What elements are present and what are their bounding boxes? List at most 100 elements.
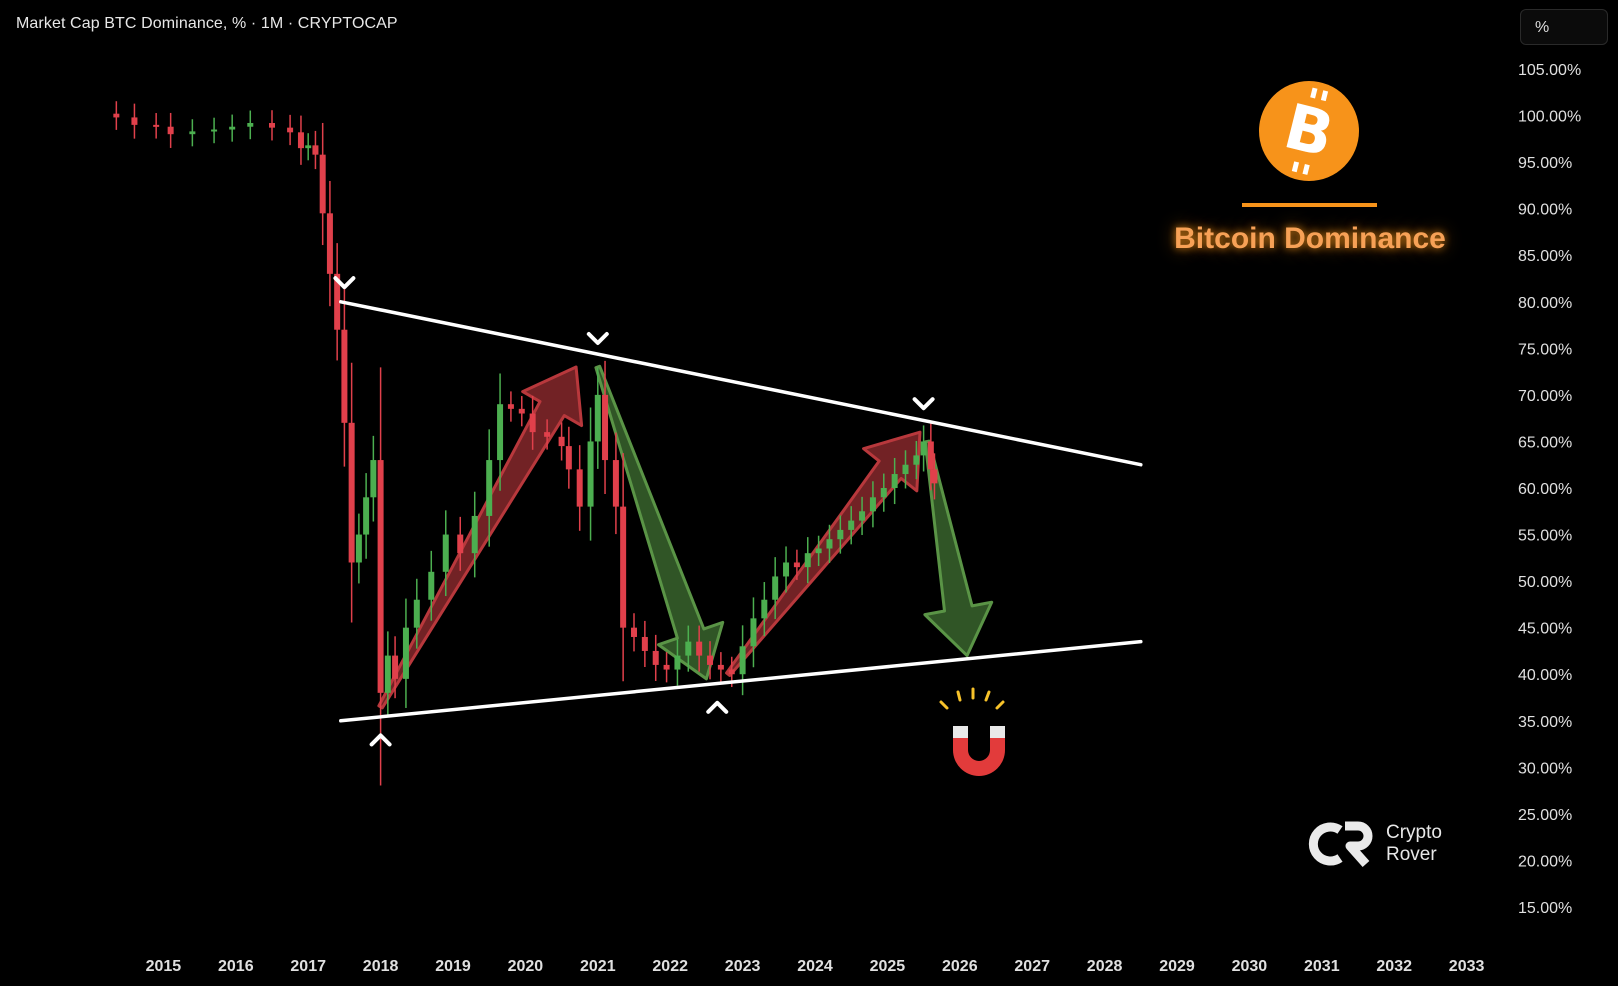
candle-body (518, 408, 525, 414)
candle-body (717, 664, 724, 670)
candle-body (247, 123, 254, 127)
projection-arrows (377, 364, 994, 710)
trendline-resistance (339, 300, 1143, 467)
y-tick-label: 60.00% (1518, 481, 1572, 498)
crypto-rover-logo-icon (1308, 821, 1373, 867)
candle-body (392, 655, 399, 679)
candle-body (131, 117, 138, 125)
y-tick-label: 65.00% (1518, 434, 1572, 451)
x-tick-label: 2029 (1159, 958, 1195, 975)
pivot-low-marker (706, 700, 729, 714)
candle-body (558, 436, 565, 447)
candle-body (772, 576, 779, 600)
x-tick-label: 2022 (652, 958, 688, 975)
candle-body (815, 548, 822, 554)
x-tick-label: 2021 (580, 958, 616, 975)
candle-body (927, 441, 934, 470)
candle-body (674, 655, 681, 670)
bitcoin-logo-icon: B (1259, 81, 1359, 181)
candle-body (739, 646, 746, 675)
x-tick-label: 2024 (797, 958, 833, 975)
candle-body (602, 394, 609, 461)
x-tick-label: 2032 (1376, 958, 1412, 975)
y-tick-label: 70.00% (1518, 388, 1572, 405)
candle-body (269, 123, 275, 128)
candle-body (663, 664, 670, 670)
pivot-high-marker (333, 276, 356, 290)
badge-divider (1242, 203, 1377, 207)
price-scale-unit-button[interactable]: % (1520, 9, 1608, 45)
magnet-icon (939, 687, 1005, 776)
x-tick-label: 2018 (363, 958, 399, 975)
candle-body (631, 627, 637, 637)
candle-body (402, 627, 409, 679)
y-tick-label: 35.00% (1518, 714, 1572, 731)
candle-body (312, 145, 319, 155)
pivot-high-marker (586, 332, 609, 346)
candle-body (880, 488, 887, 498)
candles (113, 101, 938, 786)
candle-body (229, 126, 236, 130)
candle-body (902, 464, 909, 475)
y-axis: 105.00% 100.00% 95.00% 90.00% 85.00% 80.00% 75… (1518, 62, 1581, 917)
candle-body (287, 127, 294, 133)
candle-body (652, 650, 659, 665)
candle-body (153, 124, 160, 127)
candle-body (826, 539, 833, 549)
y-tick-label: 100.00% (1518, 109, 1581, 126)
candle-body (442, 534, 449, 572)
candle-body (326, 213, 333, 274)
x-axis: 2015 2016 2017 2018 2019 2020 2021 2022 2023 2024… (146, 958, 1485, 975)
candle-body (377, 460, 384, 693)
y-tick-label: 90.00% (1518, 202, 1572, 219)
candle-body (728, 669, 735, 675)
y-tick-label: 95.00% (1518, 155, 1572, 172)
candle-body (167, 126, 174, 135)
y-tick-label: 25.00% (1518, 807, 1572, 824)
candle-body (348, 422, 355, 563)
candle-body (587, 441, 594, 507)
projection-arrow-down (923, 439, 994, 658)
trendlines (339, 300, 1143, 723)
x-tick-label: 2023 (725, 958, 761, 975)
candle-body (685, 641, 692, 656)
y-tick-label: 55.00% (1518, 528, 1572, 545)
candle-body (913, 455, 920, 465)
candle-body (370, 460, 377, 498)
candle-body (413, 599, 420, 628)
candle-body (189, 131, 196, 135)
pivot-low-marker (369, 733, 392, 747)
y-tick-label: 45.00% (1518, 621, 1572, 638)
candle-body (355, 534, 362, 563)
candle-body (529, 413, 536, 433)
candle-body (859, 511, 866, 521)
candle-body (565, 446, 572, 470)
candle-body (891, 474, 898, 488)
candle-body (612, 460, 619, 507)
candle-body (507, 404, 514, 409)
x-tick-label: 2017 (290, 958, 326, 975)
brand-block: Crypto Rover (1312, 820, 1472, 870)
y-tick-label: 20.00% (1518, 853, 1572, 870)
candle-body (457, 534, 464, 554)
candle-body (341, 329, 348, 423)
x-tick-label: 2027 (1014, 958, 1050, 975)
x-tick-label: 2019 (435, 958, 471, 975)
trendline-support (339, 639, 1143, 723)
y-tick-label: 30.00% (1518, 760, 1572, 777)
y-tick-label: 80.00% (1518, 295, 1572, 312)
candle-body (576, 469, 583, 507)
candle-body (486, 460, 493, 516)
y-tick-label: 105.00% (1518, 62, 1581, 79)
y-tick-label: 85.00% (1518, 248, 1572, 265)
x-tick-label: 2026 (942, 958, 978, 975)
candle-body (620, 506, 627, 628)
candle-body (594, 394, 601, 442)
y-tick-label: 75.00% (1518, 341, 1572, 358)
pivot-high-marker (912, 397, 935, 411)
x-tick-label: 2020 (508, 958, 544, 975)
candle-body (497, 404, 504, 461)
candle-body (471, 515, 478, 554)
candle-body (334, 273, 341, 330)
